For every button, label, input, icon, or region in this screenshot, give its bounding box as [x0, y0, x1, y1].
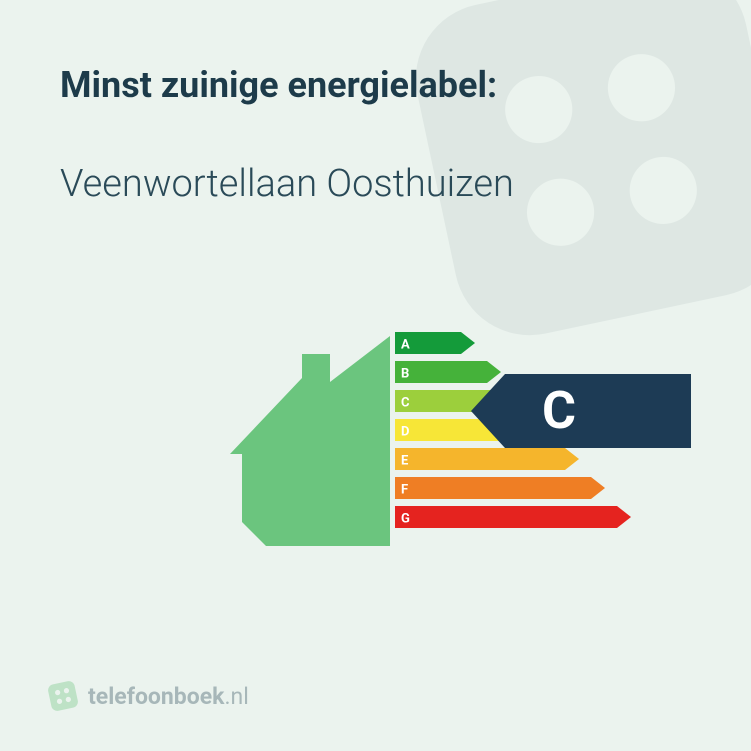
brand-tld: .nl [224, 683, 248, 710]
location-subtitle: Veenwortellaan Oosthuizen [60, 162, 691, 206]
card: Minst zuinige energielabel: Veenwortella… [0, 0, 751, 751]
rating-badge: C [471, 374, 691, 448]
label-bar-g: G [395, 506, 631, 528]
svg-text:F: F [401, 483, 408, 498]
label-bar-a: A [395, 332, 631, 354]
energy-label-chart: ABCDEFG C [60, 306, 691, 566]
brand-icon [48, 681, 78, 711]
svg-text:A: A [401, 338, 410, 353]
svg-text:D: D [401, 425, 409, 440]
svg-text:C: C [542, 380, 576, 441]
footer: telefoonboek.nl [48, 681, 249, 711]
svg-text:G: G [401, 512, 410, 527]
page-title: Minst zuinige energielabel: [60, 64, 691, 106]
brand-text: telefoonboek.nl [88, 683, 249, 710]
brand-name: telefoonboek [88, 683, 224, 710]
label-bar-e: E [395, 448, 631, 470]
label-bar-f: F [395, 477, 631, 499]
svg-text:E: E [401, 454, 409, 469]
svg-text:B: B [401, 367, 409, 382]
svg-text:C: C [401, 396, 410, 411]
house-icon [230, 336, 390, 546]
